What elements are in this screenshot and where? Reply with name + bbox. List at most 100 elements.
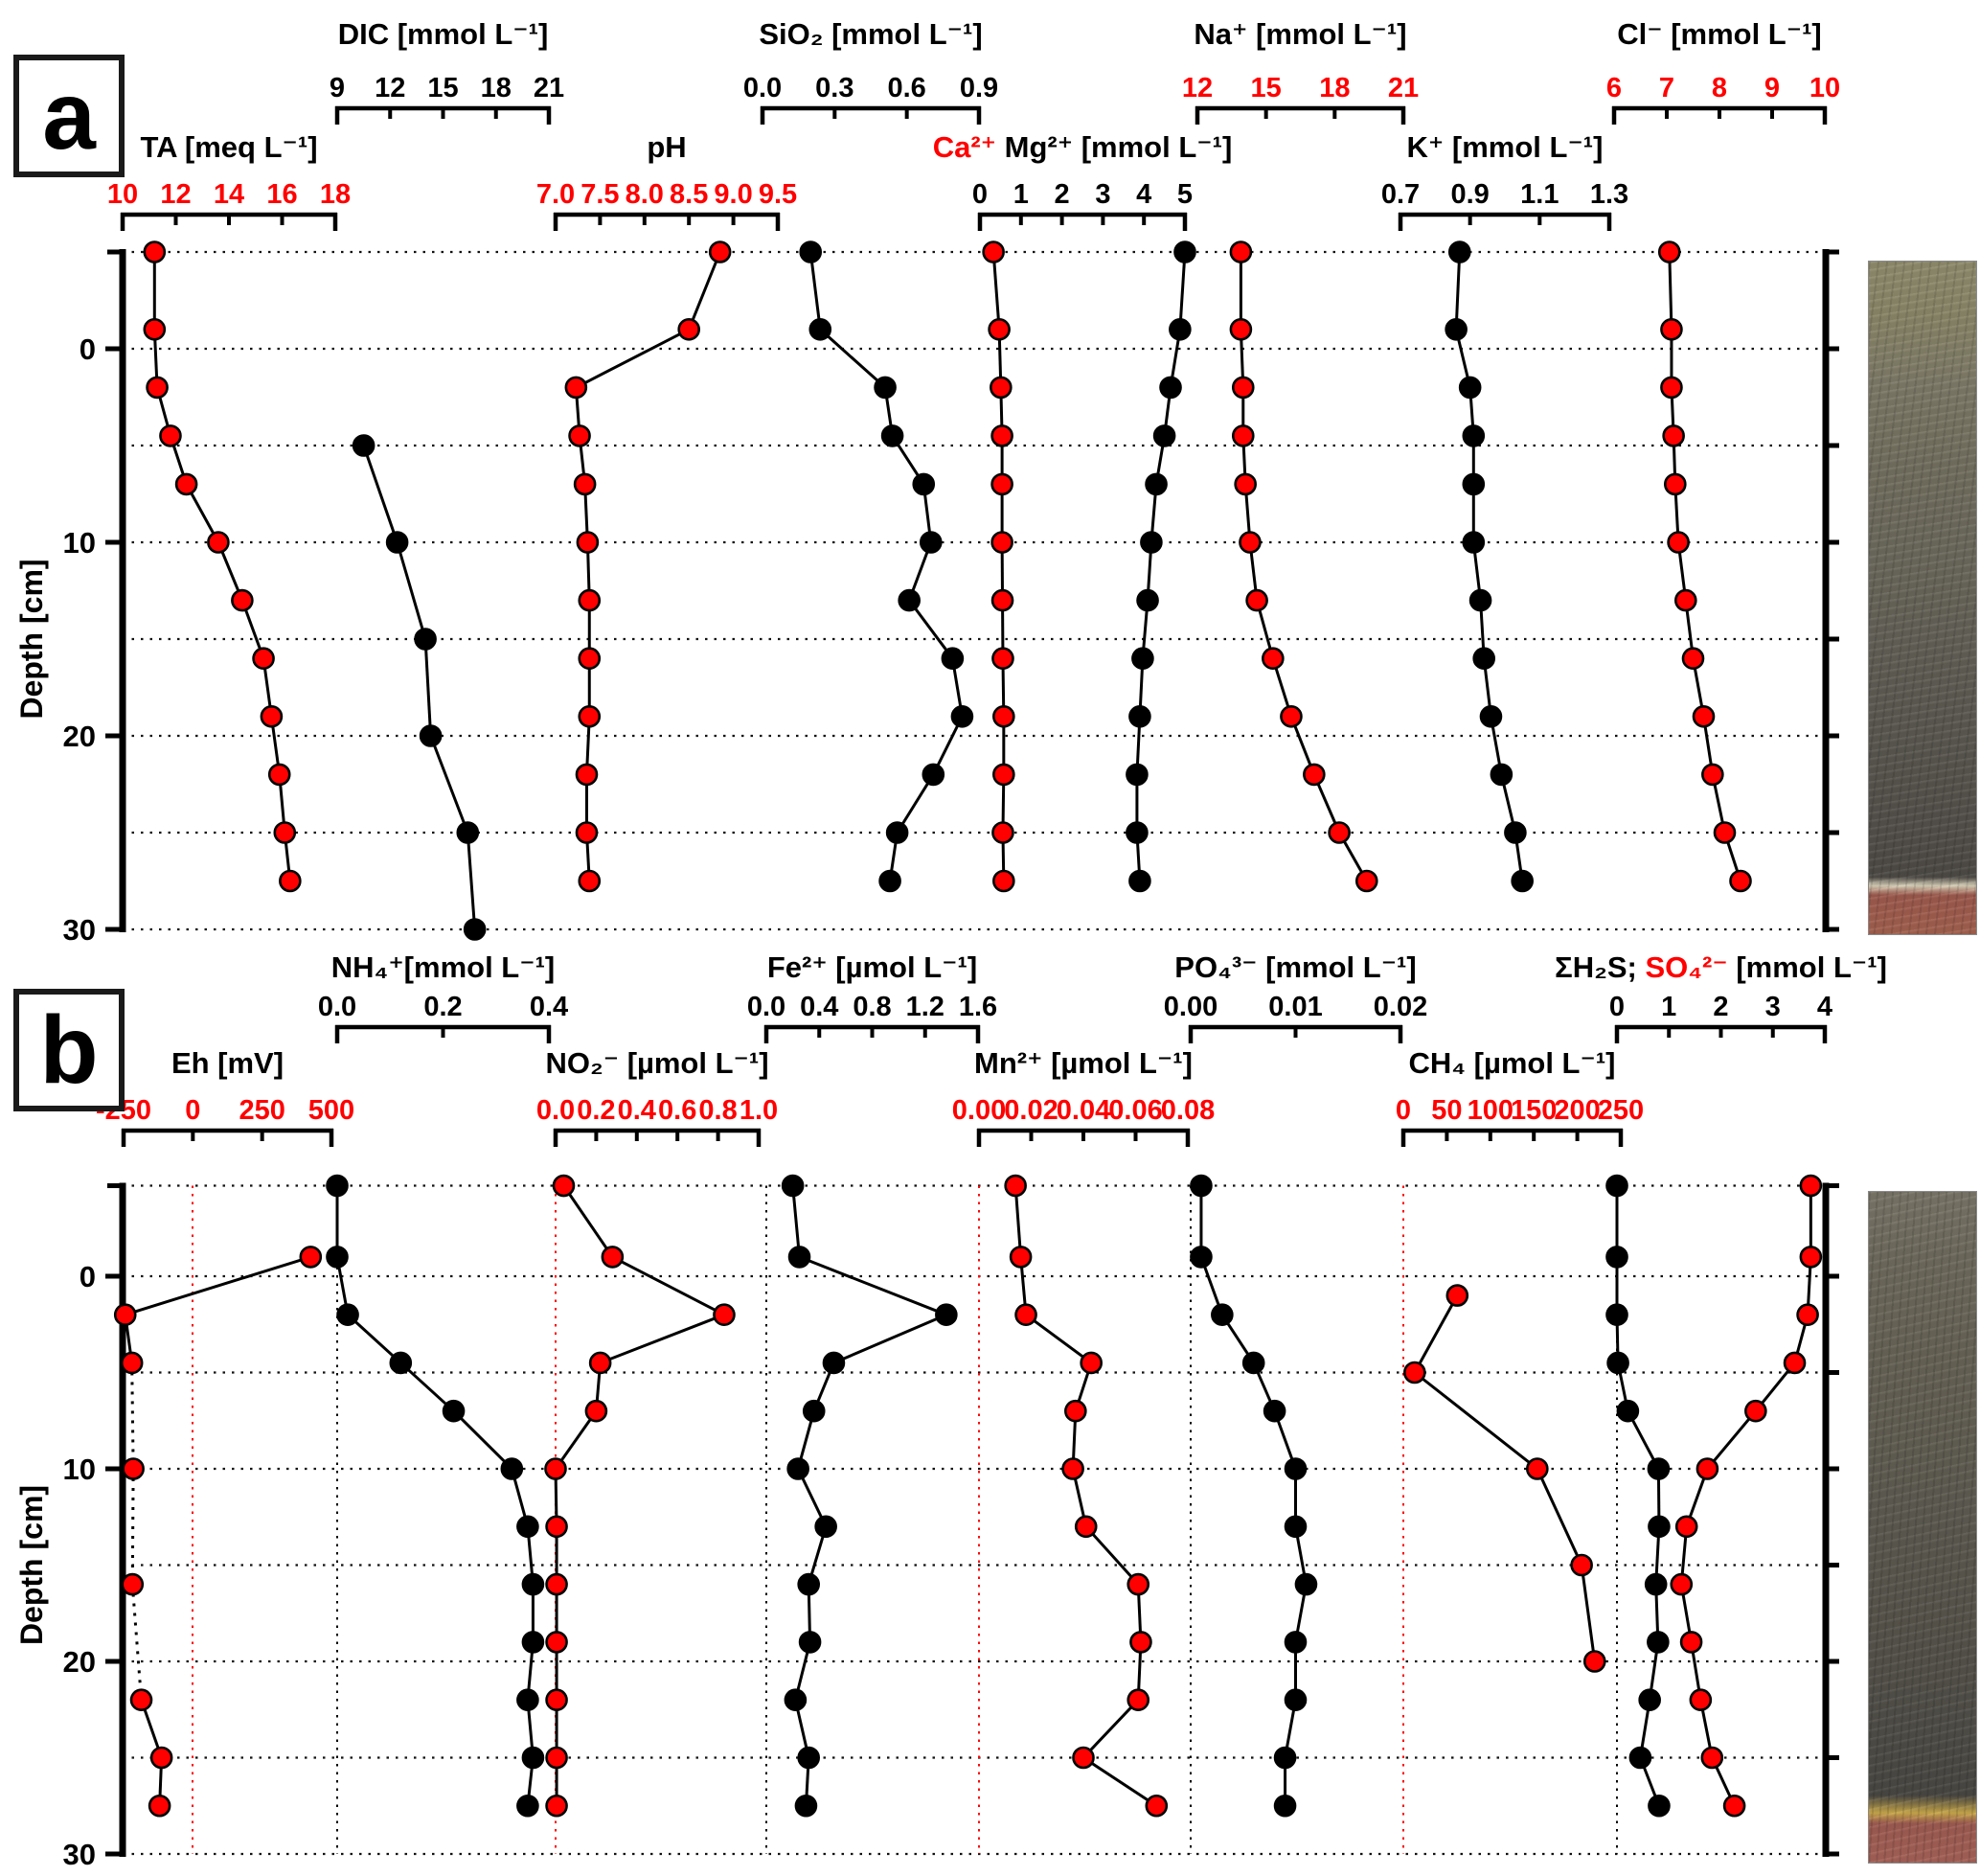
marker-NH4-3	[389, 1351, 413, 1375]
series-line-Mn	[1081, 1699, 1140, 1759]
marker-K-10	[1504, 821, 1527, 844]
series-line-pH	[575, 328, 690, 389]
series-line-SiO2	[896, 773, 935, 834]
marker-Na-10	[1328, 821, 1351, 844]
axis-tick-label-cl-0: 6	[1606, 73, 1622, 103]
marker-H2S-0	[1605, 1174, 1628, 1198]
marker-pH-4	[573, 472, 597, 496]
marker-Na-11	[1354, 869, 1378, 893]
marker-Eh-1	[113, 1303, 137, 1326]
series-line-CH4	[1580, 1565, 1597, 1662]
marker-NO2-2	[713, 1303, 736, 1326]
marker-NH4-4	[442, 1399, 466, 1423]
marker-Mn-6	[1074, 1515, 1098, 1539]
series-line-DIC	[423, 638, 433, 737]
marker-K-7	[1472, 647, 1495, 671]
axis-tick-label-ta-2: 14	[214, 179, 244, 210]
axis-tick-label-dic-3: 18	[481, 73, 512, 103]
marker-DIC-4	[456, 821, 480, 844]
axis-cl: 6 7 8 9 10 Cl⁻ [mmol L⁻¹]	[1606, 17, 1840, 125]
marker-PO4-11	[1273, 1794, 1297, 1818]
series-line-Mn	[1084, 1525, 1140, 1586]
depth-tick-label-20: 20	[63, 720, 96, 753]
axis-tick-label-mn-1: 0.02	[1004, 1095, 1058, 1126]
axis-tick-label-no2-3: 0.6	[658, 1095, 696, 1126]
series-line-NO2	[611, 1255, 725, 1316]
series-PO4	[1190, 1174, 1318, 1818]
axis-fe: 0.0 0.4 0.8 1.2 1.6 Fe²⁺ [µmol L⁻¹]	[747, 950, 997, 1043]
depth-tick-label-10: 10	[63, 1453, 96, 1486]
marker-DIC-0	[352, 434, 376, 457]
depth-axis: 0 10 20 30 Depth [cm]	[14, 249, 126, 947]
axis-tick-label-h2s_so4-3: 3	[1765, 992, 1781, 1022]
axis-tick-label-ch4-2: 100	[1468, 1095, 1513, 1126]
marker-NH4-8	[521, 1631, 545, 1654]
marker-Na-8	[1280, 704, 1303, 728]
marker-Mg-4	[1145, 472, 1168, 496]
marker-Cl-1	[1660, 317, 1683, 341]
panel-label-a: a	[13, 55, 125, 177]
marker-Cl-5	[1667, 531, 1690, 554]
marker-Mn-1	[1009, 1246, 1033, 1269]
series-line-Cl	[1668, 251, 1673, 330]
axis-mn: 0.000.020.040.060.08 Mn²⁺ [µmol L⁻¹]	[952, 1046, 1215, 1147]
series-NO2	[544, 1174, 736, 1818]
depth-tick-label-10: 10	[63, 526, 96, 560]
marker-TA-10	[273, 821, 297, 844]
marker-pH-0	[708, 240, 732, 263]
marker-Cl-11	[1729, 869, 1752, 893]
axis-tick-label-cl-2: 8	[1712, 73, 1727, 103]
marker-Eh-2	[120, 1351, 144, 1375]
marker-H2S-9	[1638, 1688, 1661, 1711]
marker-SiO2-0	[799, 240, 823, 263]
series-line-NH4	[399, 1361, 455, 1412]
marker-CH4-2	[1526, 1457, 1549, 1480]
marker-TA-3	[159, 424, 182, 447]
marker-TA-5	[207, 531, 230, 554]
marker-NH4-11	[516, 1794, 539, 1818]
axis-tick-label-sio2-2: 0.6	[888, 73, 926, 103]
marker-DIC-1	[385, 531, 409, 554]
depth-axis-title: Depth [cm]	[14, 1485, 49, 1645]
series-line-Mn	[1013, 1185, 1023, 1258]
sediment-core-photo-a	[1868, 261, 1977, 935]
marker-TA-0	[143, 240, 167, 263]
marker-pH-10	[575, 821, 599, 844]
axis-tick-label-dic-1: 12	[375, 73, 405, 103]
axis-tick-label-no2-1: 0.2	[577, 1095, 615, 1126]
axis-tick-label-cl-3: 9	[1764, 73, 1780, 103]
axis-tick-label-po4-2: 0.02	[1374, 992, 1427, 1022]
series-line-NO2	[562, 1184, 614, 1258]
marker-pH-3	[568, 424, 591, 447]
series-line-DIC	[429, 735, 469, 834]
axis-title-cl: Cl⁻ [mmol L⁻¹]	[1617, 17, 1822, 51]
axis-tick-label-nh4-0: 0.0	[318, 992, 356, 1022]
panel-letter-b: b	[39, 996, 99, 1104]
axis-tick-label-camg-3: 3	[1095, 179, 1110, 210]
series-line-NH4	[452, 1409, 513, 1471]
axis-tick-label-mn-2: 0.04	[1057, 1095, 1110, 1126]
marker-NO2-11	[545, 1794, 568, 1818]
marker-NH4-7	[521, 1572, 545, 1596]
axis-tick-label-ta-4: 18	[320, 179, 351, 210]
axis-tick-label-h2s_so4-0: 0	[1609, 992, 1625, 1022]
depth-axis-title: Depth [cm]	[14, 559, 49, 719]
axis-title-po4: PO₄³⁻ [mmol L⁻¹]	[1174, 950, 1416, 984]
axis-tick-label-ch4-5: 250	[1598, 1095, 1644, 1126]
panel-letter-a: a	[42, 62, 96, 170]
series-line-SO4	[1706, 1409, 1757, 1470]
marker-TA-6	[231, 588, 254, 612]
marker-Fe-5	[786, 1457, 809, 1480]
marker-DIC-2	[414, 628, 437, 651]
marker-SO4-0	[1799, 1174, 1823, 1198]
marker-pH-8	[578, 704, 602, 728]
axis-tick-label-ph-1: 7.5	[580, 179, 619, 210]
marker-Mn-5	[1061, 1457, 1084, 1480]
axis-tick-label-ch4-1: 50	[1431, 1095, 1462, 1126]
depth-tick-label-0: 0	[80, 332, 96, 366]
marker-Mn-8	[1129, 1631, 1152, 1654]
axis-tick-label-ph-5: 9.5	[759, 179, 797, 210]
marker-H2S-7	[1644, 1572, 1668, 1596]
axis-tick-label-na-0: 12	[1182, 73, 1213, 103]
